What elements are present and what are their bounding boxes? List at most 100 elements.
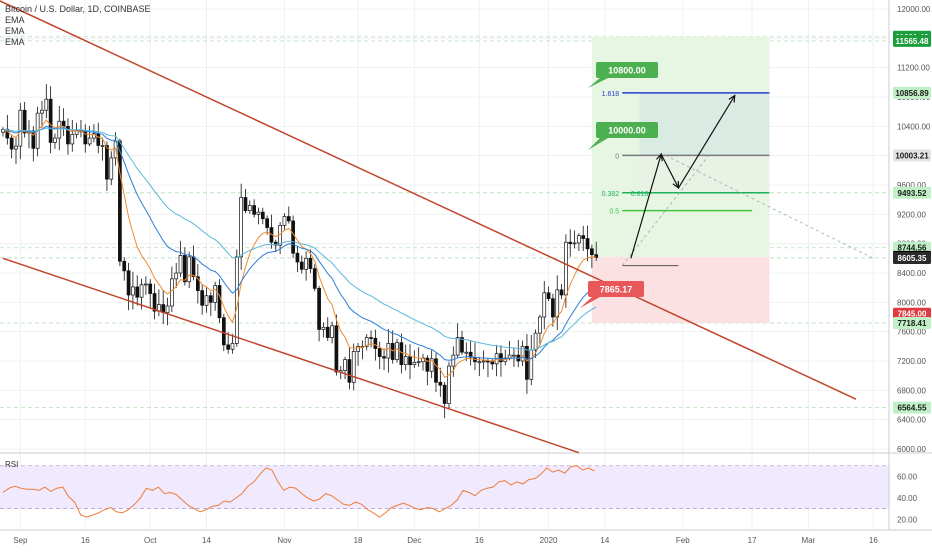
candle-body	[131, 286, 135, 296]
price-tick-label: 12000.00	[897, 5, 931, 14]
candle-body	[551, 298, 555, 318]
rsi-label: RSI	[5, 460, 18, 469]
candle-body	[299, 261, 304, 270]
price-projection	[630, 94, 736, 259]
rsi-band	[0, 465, 889, 509]
descending-channel	[0, 0, 857, 454]
candle-body	[213, 285, 218, 303]
time-axis[interactable]: Sep16Oct14Nov18Dec16202014Feb17Mar16Apr	[0, 529, 932, 545]
fib-level-label: 0.5	[609, 209, 619, 216]
candle-body	[247, 205, 252, 212]
candle-body	[533, 332, 538, 351]
price-badge-label: 10003.21	[895, 151, 929, 160]
candle-body	[165, 305, 170, 313]
time-tick-label: Oct	[144, 536, 157, 545]
fib-level-label: 0.618	[631, 191, 649, 198]
candle-body	[408, 356, 412, 366]
candle-body	[109, 157, 114, 180]
price-badge	[893, 149, 931, 162]
ema-indicator-label[interactable]: EMA	[5, 15, 25, 25]
candle-body	[451, 354, 456, 367]
candle-body	[382, 356, 386, 359]
target-high-callout: 10800.00	[608, 66, 646, 76]
candle-body	[183, 255, 187, 283]
candle-body	[490, 361, 495, 365]
candle-body	[100, 145, 105, 147]
time-tick-label: Dec	[407, 536, 421, 545]
price-badge-label: 7718.41	[898, 319, 927, 328]
time-tick-label: Sep	[13, 536, 28, 545]
ema-indicator-label[interactable]: EMA	[5, 37, 25, 47]
candle-body	[135, 286, 140, 298]
candle-body	[200, 290, 205, 306]
candle-body	[57, 120, 62, 139]
candle-body	[118, 140, 122, 262]
candle-body	[330, 325, 334, 338]
fib-level-label: 0.382	[602, 191, 620, 198]
candle-body	[187, 256, 192, 283]
rsi-tick-label: 60.00	[897, 472, 918, 481]
candle-body	[31, 130, 36, 149]
candle-body	[208, 295, 213, 303]
candle-body	[399, 342, 404, 366]
candlestick-series	[1, 84, 599, 419]
ema-series	[2, 119, 597, 378]
price-badge	[893, 307, 931, 320]
candle-body	[304, 257, 308, 270]
time-tick-label: 16	[475, 536, 484, 545]
projection-arrowhead	[728, 94, 736, 103]
candle-body	[481, 360, 486, 363]
candle-body	[468, 351, 473, 358]
candle-body	[178, 255, 183, 274]
time-tick-label: 14	[600, 536, 609, 545]
candle-body	[564, 241, 568, 296]
candle-body	[412, 362, 417, 366]
fib-level-label: 0	[615, 153, 619, 160]
stop-callout: 7865.17	[600, 285, 633, 295]
price-badge	[893, 241, 931, 254]
candle-body	[555, 289, 560, 318]
position-zones	[591, 36, 770, 323]
candle-body	[44, 98, 49, 111]
candle-body	[317, 288, 321, 330]
candle-body	[499, 353, 503, 363]
price-tick-label: 6400.00	[897, 416, 926, 425]
candle-body	[1, 128, 5, 133]
candle-body	[18, 109, 23, 147]
candle-body	[61, 120, 66, 127]
time-tick-label: 16	[869, 536, 878, 545]
candle-body	[139, 284, 144, 298]
candle-body	[577, 235, 581, 244]
candle-body	[429, 358, 434, 372]
candle-body	[221, 317, 226, 346]
candle-body	[70, 134, 75, 145]
candle-body	[464, 351, 469, 354]
rsi-line	[2, 465, 595, 518]
target-mid-callout-box	[596, 122, 658, 138]
time-tick-label: Feb	[676, 536, 690, 545]
ema-mid-line	[2, 125, 597, 361]
time-tick-label: 18	[354, 536, 363, 545]
candle-body	[559, 289, 564, 296]
candle-body	[174, 272, 179, 280]
stop-callout-tail	[580, 297, 600, 308]
price-axis[interactable]: 12000.0011600.0011200.0010800.0010400.00…	[888, 0, 931, 530]
candle-body	[425, 357, 430, 372]
candle-body	[377, 348, 382, 357]
rsi-pane: RSI 60.00 40.00 20.00	[0, 460, 918, 524]
ema-indicator-label[interactable]: EMA	[5, 26, 25, 36]
candle-body	[260, 211, 265, 220]
target-mid-callout-tail	[588, 138, 608, 150]
candle-body	[265, 218, 269, 228]
chart-legend: Bitcoin / U.S. Dollar, 1D, COINBASE EMA …	[5, 4, 151, 48]
fib-diagonal	[665, 155, 874, 259]
time-tick-label: Nov	[277, 536, 291, 545]
candle-body	[312, 268, 317, 289]
candle-body	[486, 360, 490, 363]
price-tick-label: 8000.00	[897, 298, 926, 307]
candle-body	[347, 359, 352, 383]
candle-body	[403, 356, 408, 366]
channel-lower-line	[2, 257, 580, 454]
candle-body	[243, 197, 248, 212]
